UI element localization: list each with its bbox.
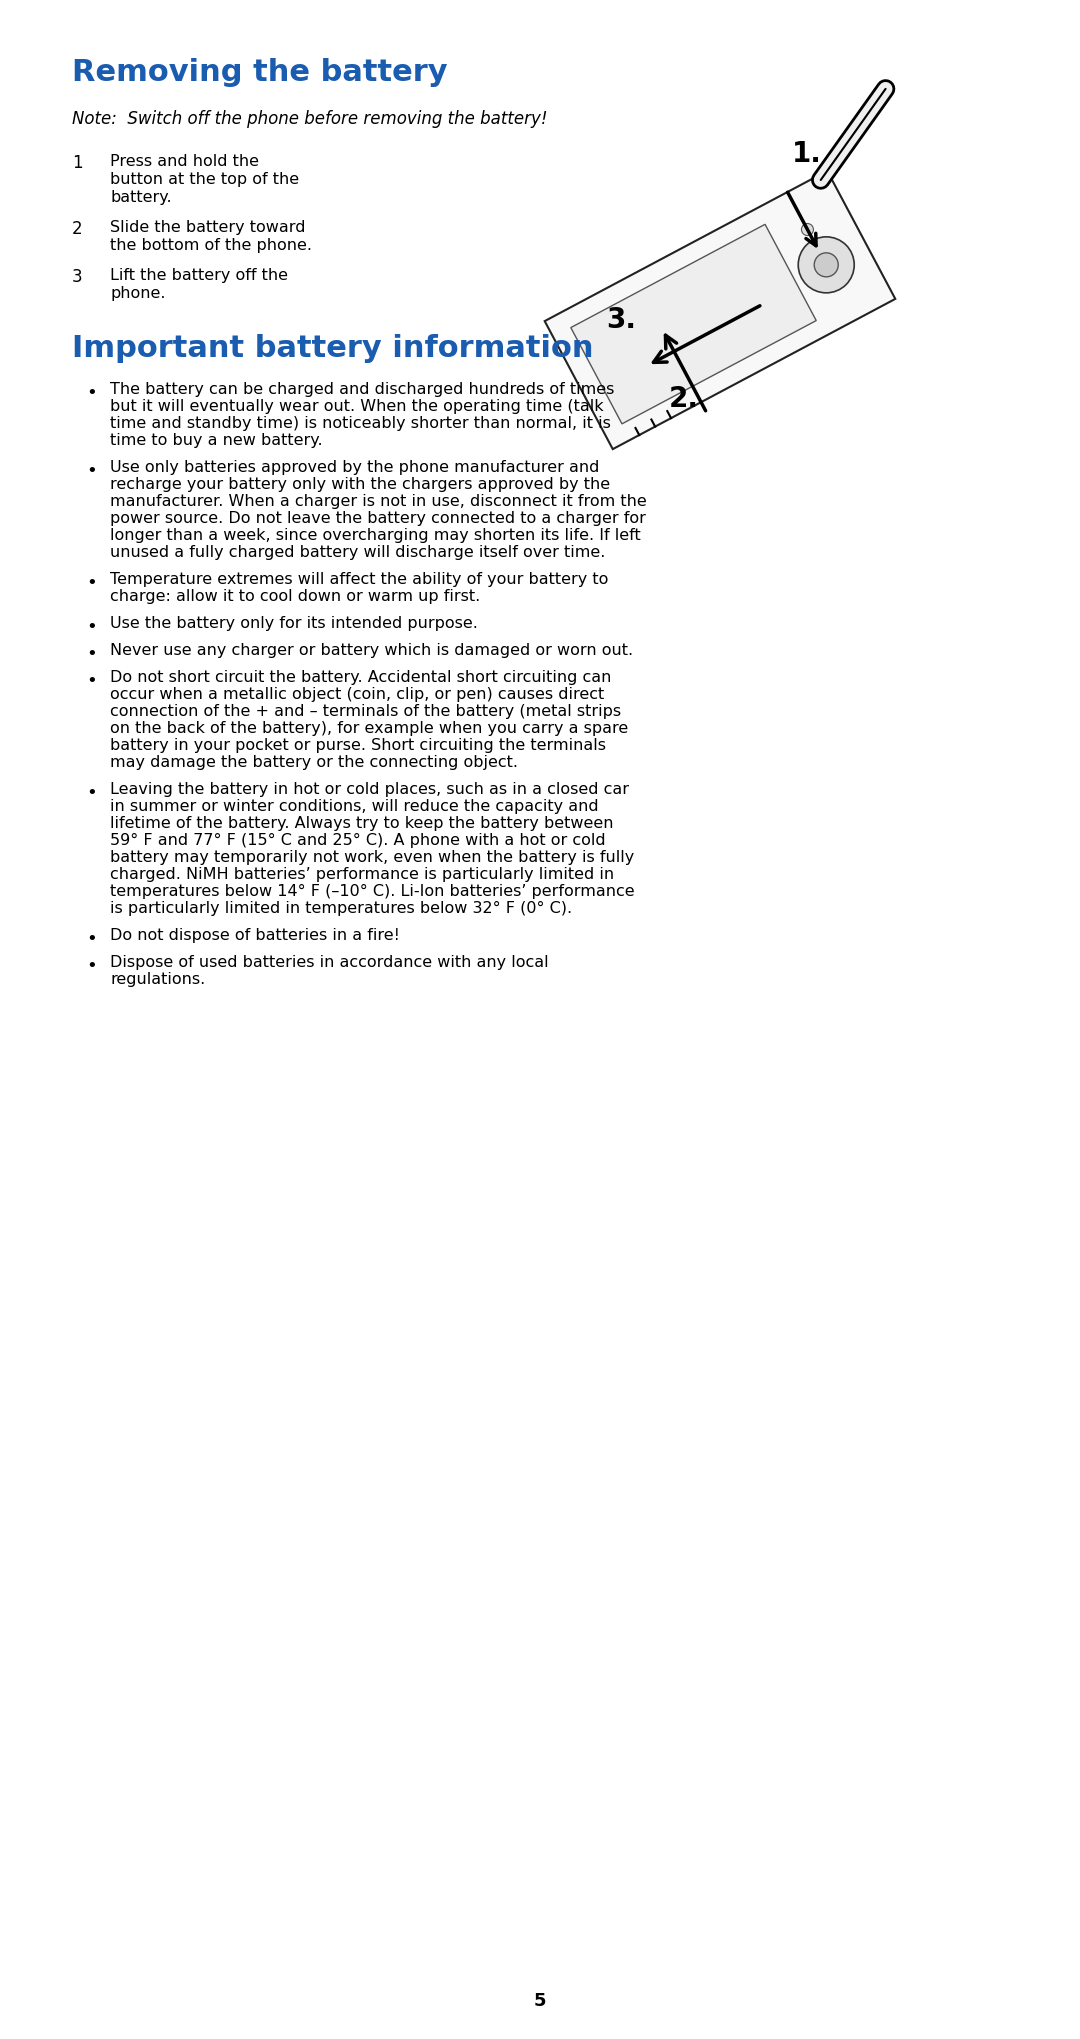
Text: •: • — [86, 673, 97, 689]
Text: on the back of the battery), for example when you carry a spare: on the back of the battery), for example… — [110, 722, 629, 736]
Text: 1: 1 — [72, 155, 83, 171]
Text: Never use any charger or battery which is damaged or worn out.: Never use any charger or battery which i… — [110, 642, 633, 659]
Text: Press and hold the: Press and hold the — [110, 155, 259, 169]
Text: button at the top of the: button at the top of the — [110, 171, 299, 188]
Text: 1.: 1. — [792, 141, 822, 167]
Text: •: • — [86, 956, 97, 975]
Text: •: • — [86, 644, 97, 663]
Text: recharge your battery only with the chargers approved by the: recharge your battery only with the char… — [110, 477, 610, 491]
Text: •: • — [86, 618, 97, 636]
Text: Dispose of used batteries in accordance with any local: Dispose of used batteries in accordance … — [110, 954, 549, 971]
Text: longer than a week, since overcharging may shorten its life. If left: longer than a week, since overcharging m… — [110, 528, 640, 542]
Text: battery may temporarily not work, even when the battery is fully: battery may temporarily not work, even w… — [110, 850, 634, 865]
Text: Use only batteries approved by the phone manufacturer and: Use only batteries approved by the phone… — [110, 461, 599, 475]
Text: 3.: 3. — [607, 306, 636, 334]
Text: but it will eventually wear out. When the operating time (talk: but it will eventually wear out. When th… — [110, 400, 604, 414]
Text: is particularly limited in temperatures below 32° F (0° C).: is particularly limited in temperatures … — [110, 901, 572, 916]
Text: Use the battery only for its intended purpose.: Use the battery only for its intended pu… — [110, 616, 477, 630]
Text: the bottom of the phone.: the bottom of the phone. — [110, 239, 312, 253]
Text: Leaving the battery in hot or cold places, such as in a closed car: Leaving the battery in hot or cold place… — [110, 783, 629, 797]
Text: 5: 5 — [534, 1992, 546, 2010]
Text: in summer or winter conditions, will reduce the capacity and: in summer or winter conditions, will red… — [110, 799, 598, 814]
Circle shape — [801, 224, 813, 237]
Text: 2.: 2. — [670, 385, 699, 412]
Text: Do not short circuit the battery. Accidental short circuiting can: Do not short circuit the battery. Accide… — [110, 671, 611, 685]
Polygon shape — [571, 224, 816, 424]
Text: battery in your pocket or purse. Short circuiting the terminals: battery in your pocket or purse. Short c… — [110, 738, 606, 752]
Polygon shape — [544, 171, 895, 449]
Text: power source. Do not leave the battery connected to a charger for: power source. Do not leave the battery c… — [110, 512, 646, 526]
Text: Important battery information: Important battery information — [72, 334, 594, 363]
Text: Do not dispose of batteries in a fire!: Do not dispose of batteries in a fire! — [110, 928, 400, 942]
Circle shape — [814, 253, 838, 277]
Text: •: • — [86, 785, 97, 801]
Text: 2: 2 — [72, 220, 83, 239]
Circle shape — [798, 237, 854, 294]
Text: occur when a metallic object (coin, clip, or pen) causes direct: occur when a metallic object (coin, clip… — [110, 687, 604, 701]
Text: 3: 3 — [72, 267, 83, 285]
Text: •: • — [86, 575, 97, 591]
Text: time to buy a new battery.: time to buy a new battery. — [110, 432, 323, 449]
Text: battery.: battery. — [110, 190, 172, 206]
Text: manufacturer. When a charger is not in use, disconnect it from the: manufacturer. When a charger is not in u… — [110, 493, 647, 510]
Text: charged. NiMH batteries’ performance is particularly limited in: charged. NiMH batteries’ performance is … — [110, 867, 615, 883]
Text: Removing the battery: Removing the battery — [72, 57, 447, 88]
Text: Note:  Switch off the phone before removing the battery!: Note: Switch off the phone before removi… — [72, 110, 548, 128]
Text: 59° F and 77° F (15° C and 25° C). A phone with a hot or cold: 59° F and 77° F (15° C and 25° C). A pho… — [110, 834, 606, 848]
Text: •: • — [86, 383, 97, 402]
Text: •: • — [86, 463, 97, 479]
Text: Temperature extremes will affect the ability of your battery to: Temperature extremes will affect the abi… — [110, 573, 608, 587]
Text: connection of the + and – terminals of the battery (metal strips: connection of the + and – terminals of t… — [110, 703, 621, 720]
Text: phone.: phone. — [110, 285, 165, 302]
Text: lifetime of the battery. Always try to keep the battery between: lifetime of the battery. Always try to k… — [110, 816, 613, 832]
Text: unused a fully charged battery will discharge itself over time.: unused a fully charged battery will disc… — [110, 544, 606, 561]
Text: temperatures below 14° F (–10° C). Li-Ion batteries’ performance: temperatures below 14° F (–10° C). Li-Io… — [110, 885, 635, 899]
Text: The battery can be charged and discharged hundreds of times: The battery can be charged and discharge… — [110, 381, 615, 398]
Text: Lift the battery off the: Lift the battery off the — [110, 267, 288, 283]
Text: may damage the battery or the connecting object.: may damage the battery or the connecting… — [110, 754, 518, 771]
Text: regulations.: regulations. — [110, 973, 205, 987]
Text: charge: allow it to cool down or warm up first.: charge: allow it to cool down or warm up… — [110, 589, 481, 604]
Text: time and standby time) is noticeably shorter than normal, it is: time and standby time) is noticeably sho… — [110, 416, 611, 430]
Text: Slide the battery toward: Slide the battery toward — [110, 220, 306, 234]
Text: •: • — [86, 930, 97, 948]
